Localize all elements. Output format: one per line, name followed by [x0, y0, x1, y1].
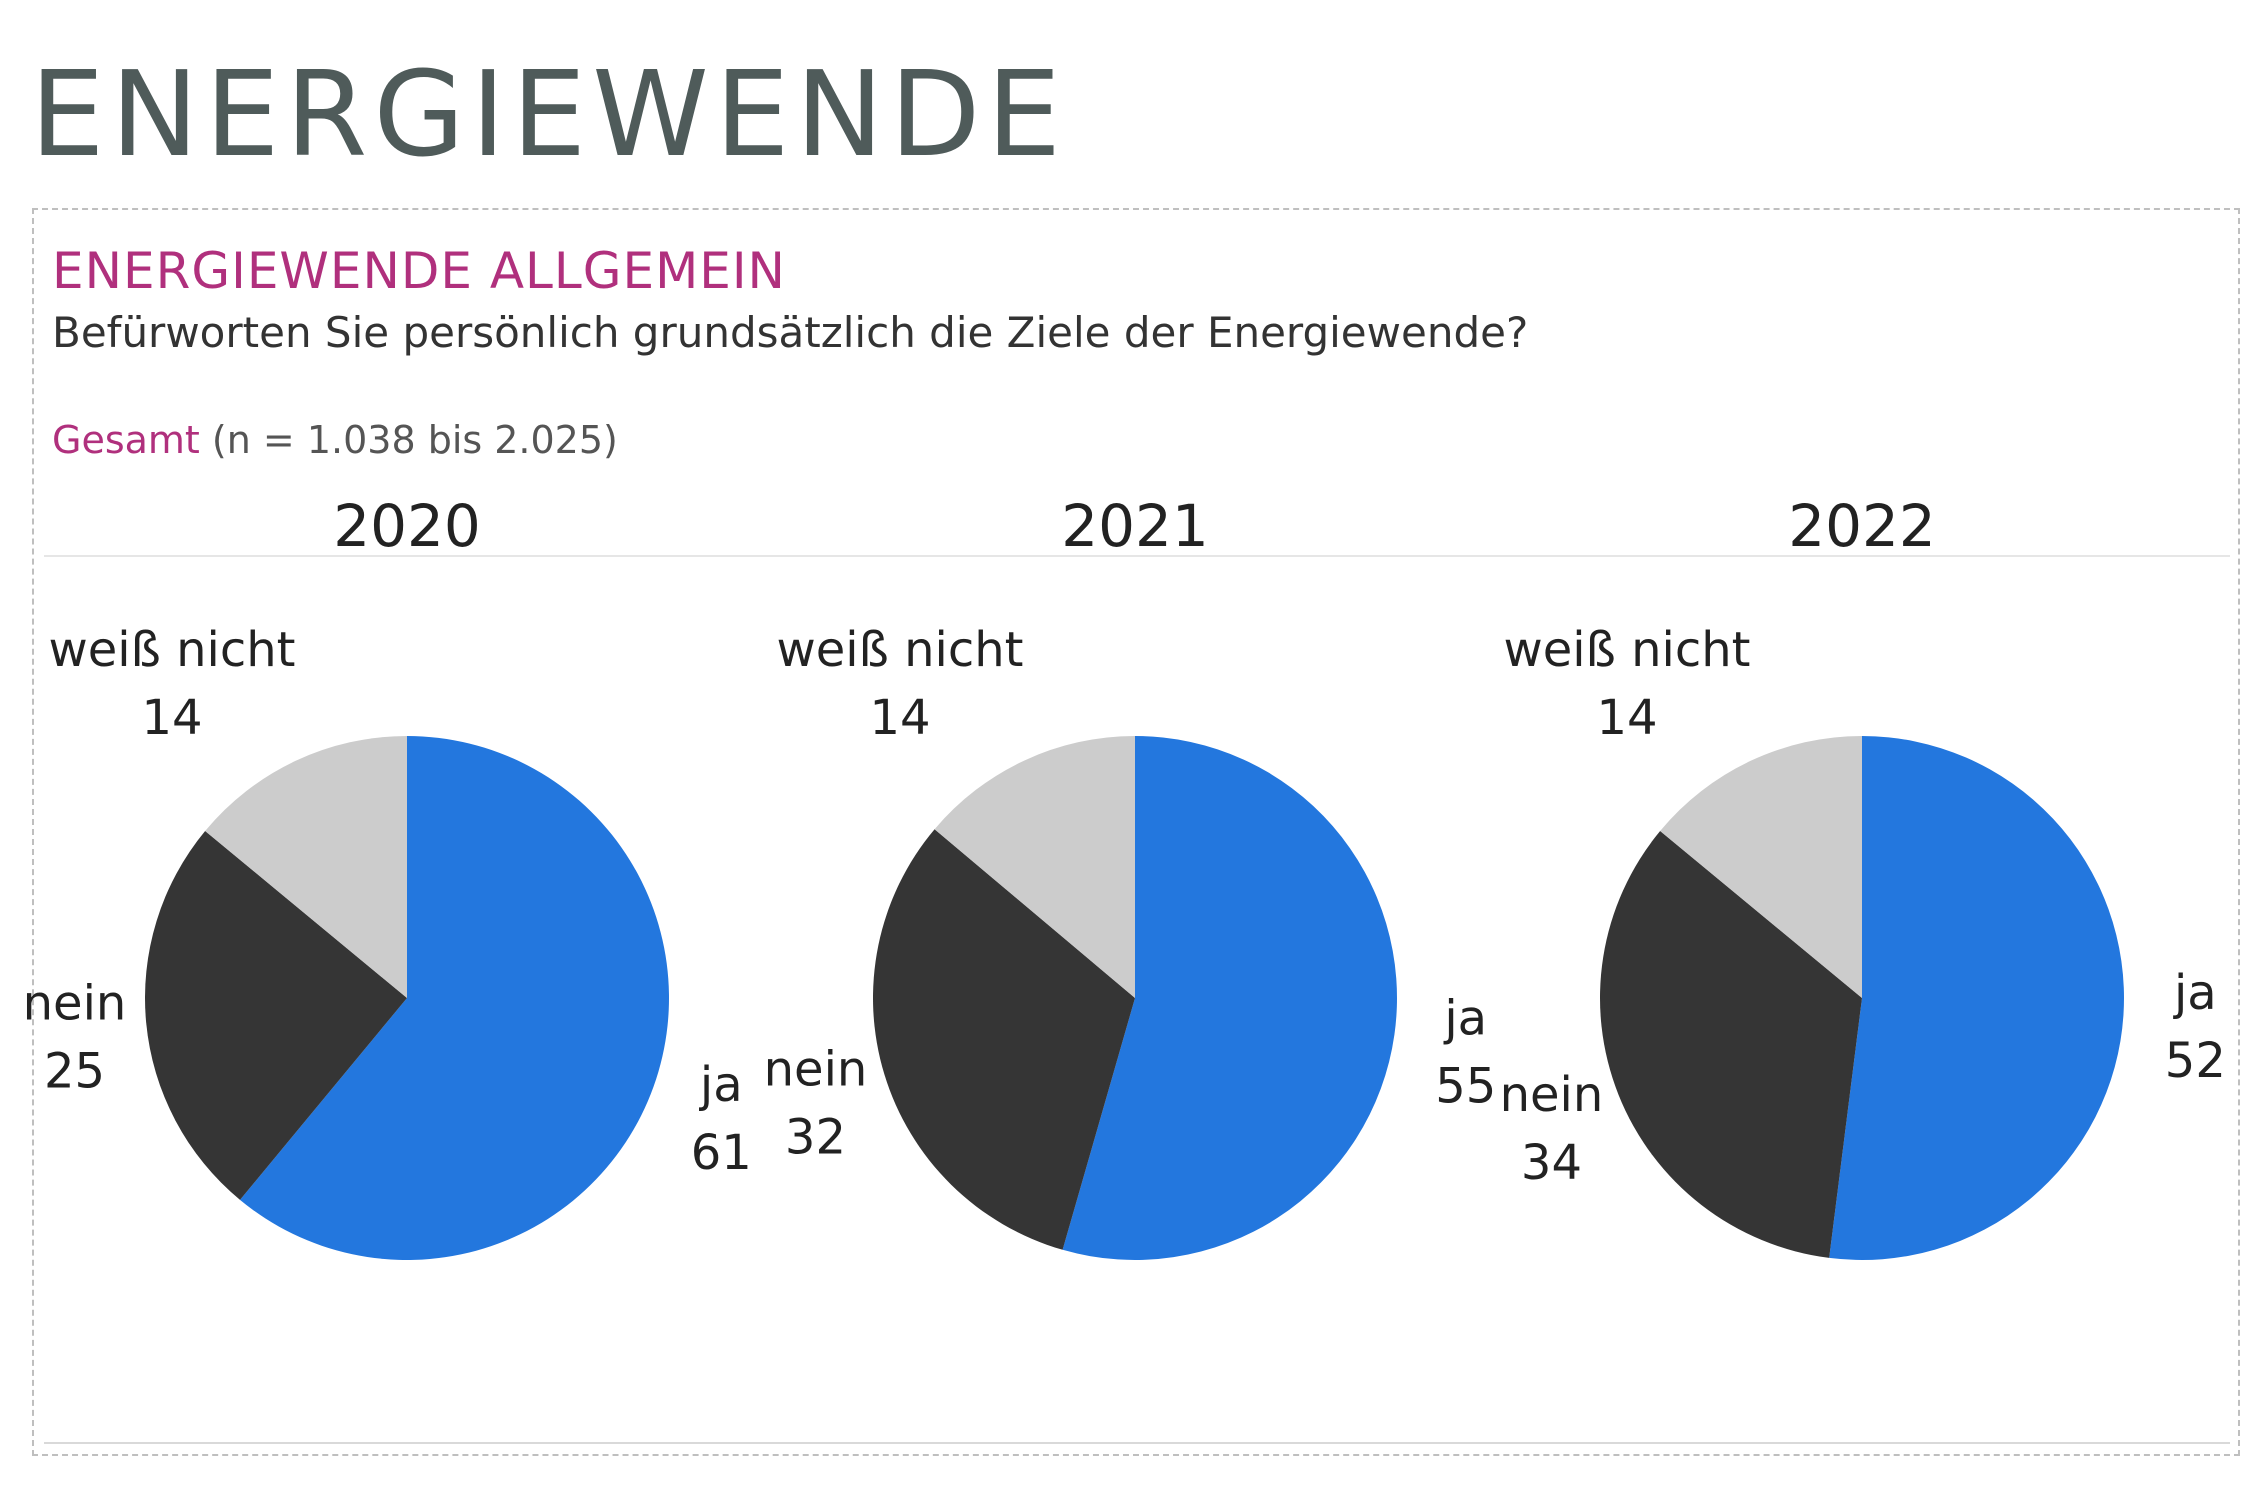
page-title: ENERGIEWENDE: [30, 45, 1068, 183]
pie-slice-2021-nein: [872, 829, 1135, 1250]
slice-label-2021-nein: nein: [764, 1041, 868, 1097]
pie-slice-2020-ja: [239, 736, 669, 1260]
survey-question: Befürworten Sie persönlich grundsätzlich…: [52, 308, 1529, 357]
slice-value-2022-ja: 52: [2165, 1033, 2226, 1089]
pie-slice-2020-nein: [145, 830, 408, 1200]
pie-slice-2021-ja: [1062, 736, 1397, 1260]
pie-slice-2022-ja: [1829, 736, 2124, 1260]
slice-label-2020-nein: nein: [23, 975, 127, 1031]
year-label-2021: 2021: [1061, 492, 1209, 560]
slice-value-2022-weiss-nicht: 14: [1596, 690, 1657, 746]
slice-value-2021-weiss-nicht: 14: [869, 690, 930, 746]
slice-value-2021-ja: 55: [1435, 1059, 1496, 1115]
slice-label-2020-ja: ja: [699, 1057, 743, 1113]
pie-slice-2021-weiss-nicht: [934, 736, 1135, 998]
year-label-2020: 2020: [333, 492, 481, 560]
slice-label-2020-weiss-nicht: weiß nicht: [48, 622, 295, 678]
pie-slice-2022-nein: [1599, 830, 1862, 1258]
slice-value-2020-weiss-nicht: 14: [141, 690, 202, 746]
pie-slice-2020-weiss-nicht: [205, 736, 407, 998]
sample-note: Gesamt (n = 1.038 bis 2.025): [52, 418, 618, 462]
slice-label-2022-weiss-nicht: weiß nicht: [1503, 622, 1750, 678]
slice-value-2022-nein: 34: [1521, 1135, 1582, 1191]
slice-value-2020-nein: 25: [44, 1043, 105, 1099]
section-heading: ENERGIEWENDE ALLGEMEIN: [52, 242, 786, 300]
slice-label-2022-ja: ja: [2173, 965, 2217, 1021]
pie-slice-2022-weiss-nicht: [1660, 736, 1862, 998]
slice-label-2022-nein: nein: [1500, 1067, 1604, 1123]
chart-panel: ENERGIEWENDE ALLGEMEIN Befürworten Sie p…: [32, 208, 2240, 1456]
slice-value-2021-nein: 32: [785, 1109, 846, 1165]
year-label-2022: 2022: [1788, 492, 1936, 560]
slice-label-2021-weiss-nicht: weiß nicht: [776, 622, 1023, 678]
slice-value-2020-ja: 61: [691, 1125, 752, 1181]
sample-size: (n = 1.038 bis 2.025): [211, 418, 618, 462]
sample-label: Gesamt: [52, 418, 200, 462]
slice-label-2021-ja: ja: [1443, 991, 1487, 1047]
